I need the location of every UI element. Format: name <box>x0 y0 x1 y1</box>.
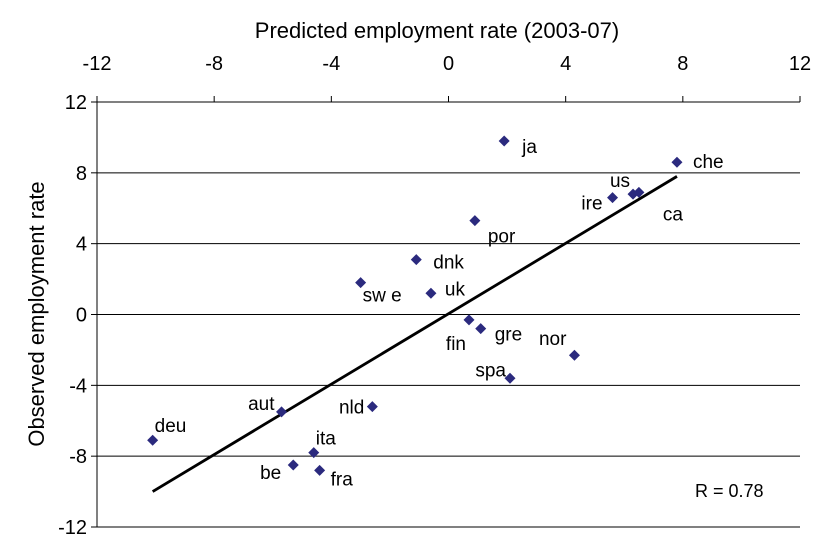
point-label: fin <box>446 334 466 355</box>
y-tick-label: 12 <box>65 92 87 114</box>
data-point <box>633 186 645 198</box>
x-tick-label: 0 <box>443 53 454 75</box>
y-tick-label: 8 <box>76 163 87 185</box>
point-labels: deu aut be ita fra nld sw e dnk uk fin gre por ja spa… <box>155 137 724 490</box>
data-point <box>147 434 159 446</box>
point-label: ja <box>521 137 537 158</box>
y-axis-title: Observed employment rate <box>24 181 49 446</box>
data-point <box>276 406 288 418</box>
x-tick-label: 8 <box>677 53 688 75</box>
point-label: us <box>610 171 630 192</box>
y-ticks: 12 8 4 0 -4 -8 -12 <box>58 92 97 535</box>
data-point <box>463 314 475 326</box>
y-tick-label: 4 <box>76 234 87 256</box>
point-label: spa <box>475 360 506 381</box>
y-tick-label: -12 <box>58 517 87 535</box>
data-points <box>147 135 683 476</box>
x-tick-label: -4 <box>322 53 340 75</box>
data-point <box>498 135 510 147</box>
data-point <box>475 323 487 335</box>
data-point <box>607 192 619 204</box>
trendline <box>151 175 678 493</box>
x-tick-label: -12 <box>83 53 112 75</box>
data-point <box>671 156 683 168</box>
y-tick-label: -8 <box>69 446 87 468</box>
point-label: ire <box>581 194 602 215</box>
point-label: fra <box>331 469 354 490</box>
data-point <box>366 401 378 413</box>
y-tick-label: 0 <box>76 305 87 327</box>
x-axis-title: Predicted employment rate (2003-07) <box>255 18 619 43</box>
data-point <box>425 287 437 299</box>
data-point <box>314 464 326 476</box>
data-point <box>355 277 367 289</box>
x-tick-label: 4 <box>560 53 571 75</box>
data-point <box>469 215 481 227</box>
x-ticks: -12 -8 -4 0 4 8 12 <box>83 53 811 103</box>
y-tick-label: -4 <box>69 375 87 397</box>
data-point <box>308 447 320 459</box>
data-point <box>287 459 299 471</box>
point-label: che <box>693 152 724 173</box>
point-label: dnk <box>433 253 464 274</box>
point-label: nld <box>339 398 364 419</box>
point-label: be <box>260 463 281 484</box>
x-tick-label: -8 <box>205 53 223 75</box>
x-tick-label: 12 <box>789 53 811 75</box>
data-point <box>568 349 580 361</box>
data-point <box>410 254 422 266</box>
data-point <box>504 372 516 384</box>
point-label: ca <box>663 204 684 225</box>
point-label: uk <box>445 279 466 300</box>
point-label: nor <box>539 329 567 350</box>
point-label: sw e <box>363 286 402 307</box>
point-label: deu <box>155 416 187 437</box>
point-label: gre <box>495 325 522 346</box>
point-label: ita <box>316 429 337 450</box>
r-annotation: R = 0.78 <box>695 481 764 501</box>
point-label: por <box>488 227 516 248</box>
point-label: aut <box>248 394 275 415</box>
